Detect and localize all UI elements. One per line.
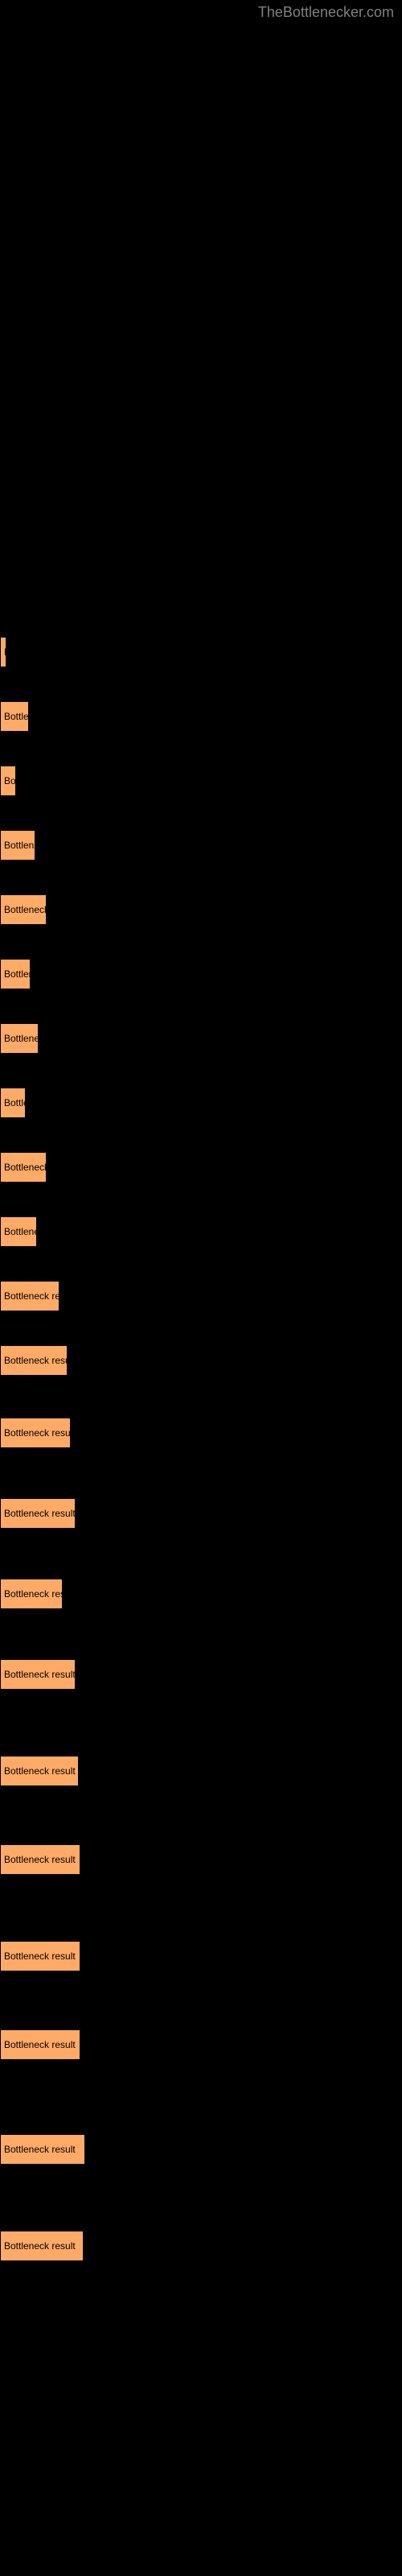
bar-label: Bottleneck result: [4, 2240, 76, 2252]
bar-row: Bottlen: [0, 829, 35, 861]
bar-label: Bottlene: [4, 1226, 37, 1237]
bar-label: Bottle: [4, 711, 29, 722]
bar-label: Bottleneck result: [4, 1854, 76, 1865]
bar-row: Bottleneck result: [0, 1843, 80, 1876]
chart-bar: Bottlenec: [0, 1023, 39, 1054]
bar-row: Bo: [0, 765, 16, 797]
chart-bar: Bottleneck resu: [0, 1281, 59, 1311]
chart-bar: Bottle: [0, 1088, 26, 1118]
chart-bar: Bottlen: [0, 959, 31, 989]
chart-bar: Bottlen: [0, 830, 35, 861]
bar-row: Bottleneck result: [0, 2029, 80, 2061]
chart-bar: Bottleneck result: [0, 2231, 84, 2261]
chart-bar: Bottleneck result: [0, 2134, 85, 2165]
bar-row: Bottleneck result: [0, 1417, 71, 1449]
bar-row: Bottleneck result: [0, 2230, 84, 2262]
chart-bar: Bottleneck r: [0, 1152, 47, 1183]
bar-row: Bottleneck: [0, 894, 47, 926]
chart-bar: Bottleneck result: [0, 1418, 71, 1448]
bar-label: Bottleneck result: [4, 1669, 76, 1680]
bar-label: Bottleneck: [4, 904, 47, 915]
bar-row: Bottle: [0, 1087, 26, 1119]
bar-label: Bottleneck result: [4, 1951, 76, 1962]
chart-bar: B: [0, 637, 6, 667]
bar-label: Bottleneck result: [4, 2039, 76, 2050]
bar-label: Bottleneck r: [4, 1162, 47, 1173]
chart-container: TheBottlenecker.com B Bottle Bo Bottlen Bott…: [0, 0, 402, 2576]
bar-label: Bottleneck result: [4, 1355, 68, 1366]
watermark-text: TheBottlenecker.com: [258, 4, 394, 21]
bar-label: Bottlen: [4, 840, 34, 851]
bar-row: Bottlen: [0, 958, 31, 990]
bar-row: Bottlenec: [0, 1022, 39, 1055]
chart-bar: Bottleneck result: [0, 1498, 76, 1529]
chart-bar: Bottlene: [0, 1216, 37, 1247]
bar-row: Bottleneck result: [0, 1497, 76, 1530]
bar-row: Bottleneck resu: [0, 1280, 59, 1312]
chart-bar: Bottleneck result: [0, 1345, 68, 1376]
chart-bar: Bottleneck res: [0, 1579, 63, 1609]
bar-label: Bottleneck result: [4, 2144, 76, 2155]
bar-row: Bottleneck result: [0, 1658, 76, 1690]
chart-bar: Bottleneck: [0, 894, 47, 925]
bar-row: B: [0, 636, 6, 668]
chart-bar: Bottle: [0, 701, 29, 732]
bar-row: Bottleneck result: [0, 1755, 79, 1787]
bar-label: Bottleneck result: [4, 1427, 71, 1439]
chart-bar: Bottleneck result: [0, 2029, 80, 2060]
chart-bar: Bottleneck result: [0, 1844, 80, 1875]
bar-row: Bottleneck result: [0, 2133, 85, 2165]
bar-label: Bottleneck result: [4, 1508, 76, 1519]
chart-bar: Bottleneck result: [0, 1756, 79, 1786]
bar-label: Bottlen: [4, 968, 31, 980]
bar-label: Bottleneck result: [4, 1765, 76, 1777]
bar-row: Bottle: [0, 700, 29, 733]
bar-row: Bottleneck r: [0, 1151, 47, 1183]
chart-bar: Bo: [0, 766, 16, 796]
bar-label: Bottleneck res: [4, 1588, 63, 1600]
bar-row: Bottleneck result: [0, 1344, 68, 1377]
bar-label: Bottle: [4, 1097, 26, 1108]
bar-row: Bottleneck result: [0, 1940, 80, 1972]
bar-label: Bottlenec: [4, 1033, 39, 1044]
chart-bar: Bottleneck result: [0, 1941, 80, 1971]
bar-label: Bottleneck resu: [4, 1290, 59, 1302]
chart-bar: Bottleneck result: [0, 1659, 76, 1690]
bar-label: B: [4, 646, 6, 658]
bar-label: Bo: [4, 775, 16, 786]
bar-row: Bottlene: [0, 1216, 37, 1248]
bar-row: Bottleneck res: [0, 1578, 63, 1610]
